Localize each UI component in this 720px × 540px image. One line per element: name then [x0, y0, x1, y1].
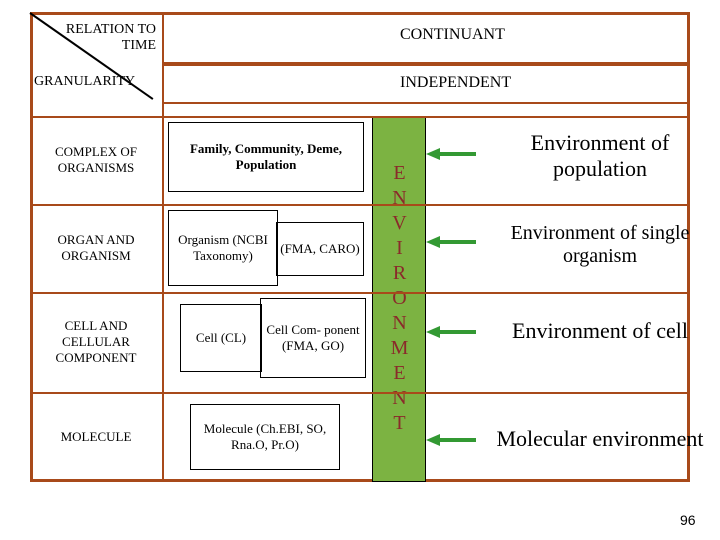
environment-band: ENVIRONMENT: [372, 116, 426, 482]
environment-description: Environment of single organism: [490, 222, 710, 268]
granularity-label: GRANULARITY: [30, 74, 162, 90]
content-cell: Cell (CL): [180, 304, 262, 372]
content-cell: Family, Community, Deme, Population: [168, 122, 364, 192]
content-cell: Molecule (Ch.EBI, SO, Rna.O, Pr.O): [190, 404, 340, 470]
environment-description: Environment of population: [490, 130, 710, 182]
granularity-row: CELL AND CELLULAR COMPONENT: [30, 292, 162, 392]
granularity-row: MOLECULE: [30, 392, 162, 482]
page-number-text: 96: [680, 512, 696, 528]
independent-text: INDEPENDENT: [400, 74, 511, 92]
content-cell: Organism (NCBI Taxonomy): [168, 210, 278, 286]
continuant-text: CONTINUANT: [400, 26, 505, 44]
content-cell: Cell Com- ponent (FMA, GO): [260, 298, 366, 378]
environment-text: ENVIRONMENT: [388, 162, 411, 437]
row-divider: [30, 116, 690, 118]
continuant-label: CONTINUANT: [400, 26, 505, 44]
granularity-row: ORGAN AND ORGANISM: [30, 204, 162, 292]
row-divider: [30, 292, 690, 294]
granularity-row: COMPLEX OF ORGANISMS: [30, 116, 162, 204]
left-col-divider: [162, 12, 164, 482]
environment-description: Environment of cell: [490, 318, 710, 344]
content-cell: (FMA, CARO): [276, 222, 364, 276]
row-divider: [30, 392, 690, 394]
relation-to-time-cell: RELATION TO TIME: [30, 12, 162, 64]
environment-description: Molecular environment: [490, 426, 710, 452]
page-number: 96: [680, 512, 696, 528]
row-divider: [30, 204, 690, 206]
independent-label: INDEPENDENT: [400, 74, 511, 92]
